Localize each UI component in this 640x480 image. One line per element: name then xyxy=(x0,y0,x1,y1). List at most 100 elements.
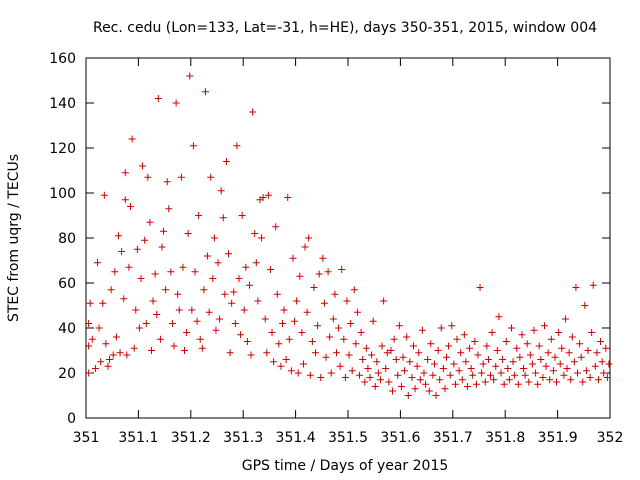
data-point xyxy=(102,340,110,348)
data-point xyxy=(245,281,253,289)
data-point xyxy=(597,338,605,345)
data-point xyxy=(561,315,569,323)
y-tick-label: 80 xyxy=(58,231,76,247)
data-point xyxy=(331,290,339,298)
data-point xyxy=(306,371,314,379)
data-point xyxy=(128,135,136,143)
data-point xyxy=(310,284,318,291)
data-point xyxy=(472,380,480,388)
data-point xyxy=(586,374,594,381)
data-point xyxy=(191,268,199,276)
data-point xyxy=(361,378,369,386)
data-point xyxy=(266,266,274,273)
data-point xyxy=(137,275,145,282)
data-point xyxy=(259,194,267,201)
data-point xyxy=(500,380,508,388)
data-point xyxy=(539,374,547,381)
data-point xyxy=(446,371,454,379)
data-point xyxy=(556,360,564,368)
data-point xyxy=(374,369,382,377)
data-point xyxy=(411,385,419,393)
data-point xyxy=(466,344,474,352)
data-point xyxy=(205,308,213,316)
data-point xyxy=(158,243,166,251)
data-point xyxy=(594,376,602,384)
data-point xyxy=(537,356,545,363)
data-point xyxy=(151,270,159,278)
data-point xyxy=(121,196,129,204)
plot-axes: 351 351.1 351.2 351.3 351.4 351.5 351.6 351.7 35… xyxy=(49,51,623,446)
data-point xyxy=(504,365,512,372)
data-point xyxy=(467,365,475,372)
y-tick-label: 160 xyxy=(49,51,76,67)
data-point xyxy=(418,326,426,334)
data-point xyxy=(513,344,521,352)
data-point xyxy=(528,360,536,368)
data-point xyxy=(327,369,335,377)
data-point xyxy=(268,329,276,336)
data-point xyxy=(284,194,292,201)
data-point xyxy=(530,326,538,334)
data-point xyxy=(487,371,495,379)
data-point xyxy=(242,263,250,271)
data-point xyxy=(88,335,96,343)
data-point xyxy=(95,324,103,332)
data-point xyxy=(299,360,307,368)
data-point xyxy=(399,353,407,361)
data-point xyxy=(230,288,238,296)
data-point xyxy=(165,205,173,213)
data-point xyxy=(436,376,444,384)
data-point xyxy=(343,297,351,305)
data-point xyxy=(326,333,334,341)
data-point xyxy=(432,392,440,399)
y-tick-label: 0 xyxy=(67,411,76,427)
data-point xyxy=(555,329,563,336)
data-point xyxy=(345,351,353,359)
data-point xyxy=(112,333,120,341)
chart-title: Rec. cedu (Lon=133, Lat=-31, h=HE), days… xyxy=(93,20,597,36)
data-point xyxy=(392,356,400,363)
data-point xyxy=(216,315,224,323)
data-point xyxy=(263,349,271,357)
data-point xyxy=(312,349,320,357)
x-tick-label: 351.2 xyxy=(171,430,211,446)
data-point xyxy=(462,358,470,366)
data-point xyxy=(406,358,414,366)
data-point xyxy=(457,349,465,357)
data-point xyxy=(149,297,157,305)
data-point xyxy=(186,72,194,80)
y-tick-label: 100 xyxy=(49,186,76,202)
data-point xyxy=(195,212,203,219)
data-point xyxy=(235,275,243,282)
data-point xyxy=(479,360,487,368)
data-point xyxy=(493,347,501,354)
data-point xyxy=(289,254,297,262)
data-point xyxy=(252,259,260,267)
data-point xyxy=(450,360,458,368)
x-tick-label: 351.6 xyxy=(380,430,420,446)
data-point xyxy=(502,338,510,345)
data-point xyxy=(340,335,348,343)
x-tick-label: 351.5 xyxy=(328,430,368,446)
data-point xyxy=(443,353,451,361)
data-point xyxy=(85,342,93,350)
data-point xyxy=(439,365,447,372)
data-point xyxy=(547,335,555,343)
data-point xyxy=(476,284,484,291)
data-point xyxy=(410,342,417,350)
data-point xyxy=(546,376,554,384)
data-point xyxy=(357,329,365,336)
data-point xyxy=(249,108,257,116)
data-point xyxy=(189,142,197,150)
data-point xyxy=(511,371,519,379)
data-point xyxy=(196,335,204,343)
data-point xyxy=(273,290,281,298)
data-point xyxy=(280,306,288,314)
data-point xyxy=(97,358,105,366)
data-point xyxy=(111,268,119,276)
data-point xyxy=(572,284,580,291)
data-point xyxy=(526,351,534,359)
data-point xyxy=(332,349,340,357)
data-point xyxy=(320,299,328,307)
